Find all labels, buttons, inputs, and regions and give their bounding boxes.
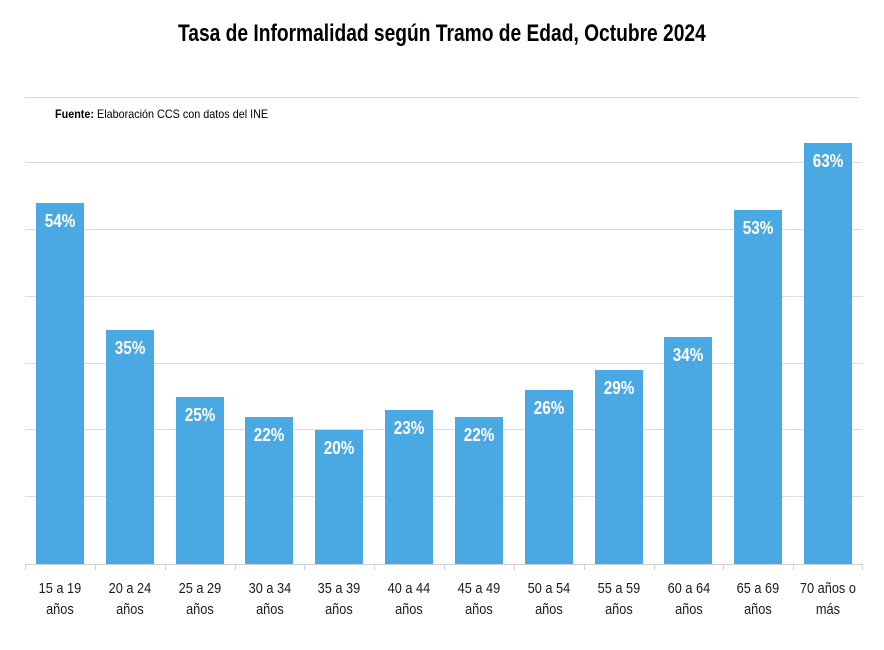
x-axis-tick [374,564,376,570]
bar-value-text: 63% [812,151,844,172]
bar-value-label: 23% [385,418,433,439]
x-axis-tick [164,564,166,570]
chart-title: Tasa de Informalidad según Tramo de Edad… [0,20,884,48]
bar-value-label: 35% [106,338,154,359]
x-axis-label: 50 a 54 años [527,580,571,618]
bar-value-text: 20% [323,438,355,459]
bar-value-label: 20% [315,438,363,459]
bar: 63% [804,143,853,564]
source-text: Elaboración CCS con datos del INE [97,107,269,121]
x-axis-tick [653,564,655,570]
bar-value-label: 54% [36,211,84,232]
x-axis-label: 65 a 69 años [736,580,780,618]
bar-value-text: 22% [463,425,495,446]
top-separator-line [25,97,859,98]
bar: 23% [385,410,434,564]
x-axis-tick [94,564,96,570]
bar: 26% [524,390,573,564]
bar-value-label: 29% [595,378,643,399]
bar: 29% [594,370,643,564]
bar: 22% [454,417,503,564]
x-axis-tick [234,564,236,570]
bar: 20% [315,430,364,564]
x-axis-tick [25,564,26,570]
x-axis-label: 15 a 19 años [38,580,82,618]
bar-value-text: 35% [114,338,146,359]
x-axis-label: 20 a 24 años [108,580,152,618]
x-axis-label: 55 a 59 años [597,580,640,618]
x-axis-tick [304,564,306,570]
bar-value-text: 54% [44,211,76,232]
x-axis-tick [793,564,795,570]
bar-value-text: 25% [184,405,215,426]
bar-value-text: 53% [742,218,774,239]
bar-value-label: 26% [525,398,573,419]
plot-area: 54% 35% 25% 22% 20% 23% 22% 26% 29% 34% 53% 63% 15 … [25,130,863,618]
bar-value-text: 23% [393,418,425,439]
x-axis-tick [444,564,445,570]
source-label: Fuente: [55,107,95,121]
gridline [25,429,863,431]
bar-value-label: 63% [804,151,852,172]
bar-value-label: 22% [455,425,503,446]
bar: 34% [664,337,713,564]
source-note: Fuente: Elaboración CCS con datos del IN… [55,107,292,121]
chart-title-text: Tasa de Informalidad según Tramo de Edad… [178,20,706,47]
bar-value-text: 29% [603,378,634,399]
gridline [25,295,863,297]
bar-value-label: 34% [664,345,712,366]
x-axis-label: 35 a 39 años [317,580,361,618]
gridline [25,162,863,164]
bar-value-text: 34% [673,345,704,365]
source-note-inner: Fuente: Elaboración CCS con datos del IN… [55,107,268,121]
bar: 22% [245,417,294,564]
x-axis-label: 30 a 34 años [248,580,291,618]
x-axis-tick [723,564,725,570]
x-axis-label: 70 años o más [800,580,857,618]
x-axis-tick [583,564,585,570]
x-axis-label: 60 a 64 años [667,580,710,618]
bar-value-text: 22% [254,425,285,446]
x-axis-tick [513,564,515,570]
bar-value-label: 22% [245,425,293,446]
bar-value-label: 25% [176,405,224,426]
x-axis-label: 40 a 44 años [387,580,431,618]
gridline [25,496,863,498]
x-axis-label: 45 a 49 años [457,580,501,618]
bar-value-text: 26% [533,398,565,419]
bar: 25% [175,397,224,564]
bar-value-label: 53% [734,218,782,239]
bar: 54% [35,203,84,564]
gridline [25,229,863,231]
x-axis-tick [862,564,863,570]
bar: 35% [105,330,154,564]
gridline [25,362,863,364]
bar: 53% [734,210,783,564]
x-axis-label: 25 a 29 años [178,580,221,618]
